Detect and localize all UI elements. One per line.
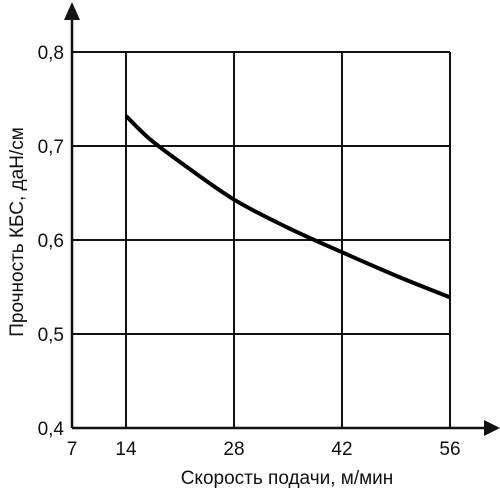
y-axis-arrow: [64, 2, 80, 20]
series-line-0: [124, 114, 451, 300]
x-tick-label: 28: [223, 439, 244, 460]
grid: [72, 51, 451, 428]
y-tick-label: 0,7: [38, 137, 64, 158]
x-tick-label: 14: [115, 439, 137, 460]
plot-area: [124, 114, 451, 300]
y-tick-label: 0,8: [38, 43, 64, 64]
x-tick-label: 7: [67, 439, 78, 460]
x-tick-labels: 7 14 28 42 56: [67, 439, 461, 460]
x-axis-arrow: [484, 420, 500, 436]
x-axis-title: Скорость подачи, м/мин: [181, 468, 394, 489]
axes: [64, 2, 500, 436]
y-tick-labels: 0,4 0,5 0,6 0,7 0,8: [38, 43, 65, 440]
x-tick-label: 56: [439, 439, 460, 460]
y-tick-label: 0,6: [38, 231, 64, 252]
y-tick-label: 0,4: [38, 419, 65, 440]
y-axis-title: Прочность КБС, даН/см: [7, 127, 28, 337]
x-tick-label: 42: [331, 439, 352, 460]
y-tick-label: 0,5: [38, 325, 64, 346]
